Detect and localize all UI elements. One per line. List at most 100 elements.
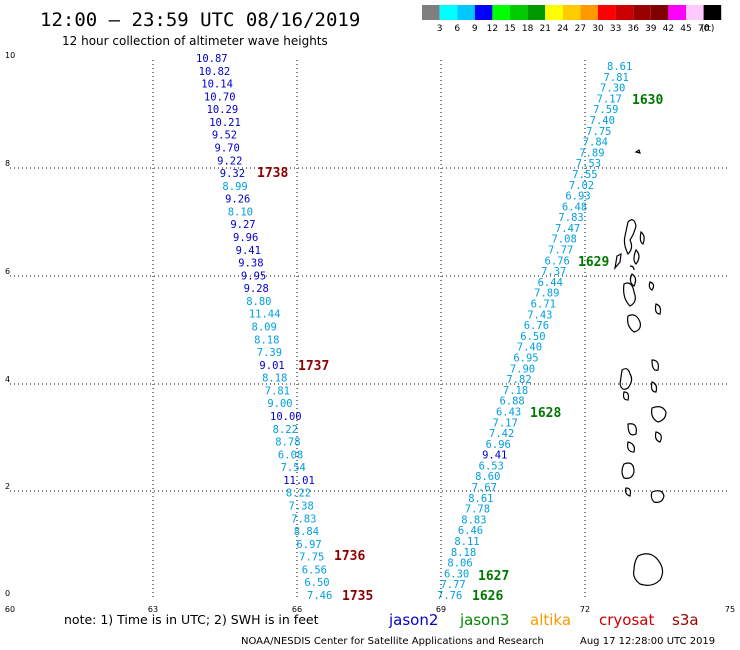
swh-value-label: 7.78: [465, 504, 490, 516]
swh-value-label: 8.09: [252, 322, 277, 334]
swh-value-label: 10.21: [209, 117, 241, 129]
jason3-pass-times: 1630 1629 1628 1627 1626: [472, 93, 663, 604]
coastline: [614, 149, 667, 586]
color-swatch: [703, 5, 722, 20]
swh-value-label: 8.22: [286, 488, 311, 500]
swh-value-label: 8.60: [475, 471, 500, 483]
swh-value-label: 7.40: [590, 115, 615, 127]
color-swatch: [650, 5, 669, 20]
color-scale-unit: (ft): [701, 24, 715, 34]
swh-value-label: 7.02: [569, 180, 594, 192]
swh-value-label: 6.08: [278, 449, 303, 461]
swh-value-label: 11.01: [283, 475, 315, 487]
color-scale-label: 33: [610, 24, 621, 34]
swh-value-label: 7.89: [534, 288, 559, 300]
pass-time-label: 1630: [632, 93, 663, 108]
swh-value-label: 7.77: [440, 579, 465, 591]
swh-value-label: 7.89: [579, 147, 604, 159]
color-swatch: [615, 5, 634, 20]
swh-value-label: 7.53: [576, 158, 601, 170]
swh-value-label: 8.10: [228, 206, 253, 218]
swh-value-label: 7.30: [600, 83, 625, 95]
swh-value-label: 7.47: [555, 223, 580, 235]
swh-value-label: 9.26: [225, 194, 250, 206]
color-scale-label: 21: [539, 24, 550, 34]
color-scale-label: 24: [557, 24, 569, 34]
color-scale-label: 70: [698, 24, 710, 34]
swh-value-label: 10.00: [270, 411, 302, 423]
y-tick-label: 2: [5, 482, 10, 491]
y-tick-label: 6: [5, 267, 10, 276]
satellite-legend-cryosat: cryosat: [599, 611, 654, 629]
swh-value-label: 6.88: [499, 396, 524, 408]
pass-time-label: 1736: [334, 549, 365, 564]
swh-value-label: 6.97: [296, 539, 321, 551]
footer-credit: NOAA/NESDIS Center for Satellite Applica…: [241, 636, 544, 647]
color-scale-label: 12: [487, 24, 498, 34]
x-tick-label: 75: [725, 605, 735, 614]
swh-value-label: 10.87: [196, 53, 228, 65]
swh-value-label: 8.61: [607, 61, 632, 73]
map-subtitle: 12 hour collection of altimeter wave hei…: [62, 34, 328, 48]
color-swatch: [439, 5, 458, 20]
color-swatch: [562, 5, 581, 20]
x-tick-label: 72: [580, 605, 590, 614]
swh-value-label: 8.83: [461, 514, 486, 526]
swh-value-label: 6.44: [538, 277, 563, 289]
satellite-legend-jason3: jason3: [459, 611, 509, 629]
x-tick-label: 60: [5, 605, 15, 614]
swh-value-label: 7.46: [307, 590, 332, 602]
swh-value-label: 7.67: [472, 482, 497, 494]
swh-value-label: 10.14: [201, 79, 233, 91]
swh-value-label: 7.40: [517, 342, 542, 354]
swh-value-label: 7.75: [299, 552, 324, 564]
swh-value-label: 9.52: [212, 130, 237, 142]
satellite-legend-altika: altika: [530, 611, 571, 629]
swh-value-label: 8.99: [222, 181, 247, 193]
swh-value-label: 8.11: [454, 536, 479, 548]
swh-value-label: 7.55: [572, 169, 597, 181]
color-swatch: [422, 5, 440, 20]
swh-value-label: 7.81: [604, 72, 629, 84]
swh-value-label: 8.61: [468, 493, 493, 505]
swh-value-label: 6.95: [513, 352, 538, 364]
swh-value-label: 7.83: [291, 513, 316, 525]
swh-value-label: 7.82: [506, 374, 531, 386]
pass-time-label: 1735: [342, 589, 373, 604]
swh-value-label: 8.06: [447, 558, 472, 570]
color-swatch: [492, 5, 510, 20]
swh-value-label: 8.22: [273, 424, 298, 436]
map-title: 12:00 – 23:59 UTC 08/16/2019: [40, 9, 360, 31]
satellite-legend-jason2: jason2: [388, 611, 438, 629]
pass-time-label: 1738: [257, 166, 288, 181]
x-tick-label: 63: [148, 605, 158, 614]
swh-value-label: 6.56: [302, 564, 327, 576]
swh-value-label: 7.84: [583, 137, 608, 149]
swh-value-label: 7.42: [489, 428, 514, 440]
color-scale-label: 45: [680, 24, 691, 34]
swh-value-label: 6.43: [496, 406, 521, 418]
swh-value-label: 6.48: [562, 201, 587, 213]
color-swatch: [545, 5, 563, 20]
swh-value-label: 6.96: [486, 439, 511, 451]
swh-value-label: 7.76: [437, 590, 462, 602]
swh-value-label: 10.29: [207, 104, 239, 116]
swh-value-label: 7.54: [281, 462, 306, 474]
swh-value-label: 8.18: [262, 373, 287, 385]
swh-value-label: 9.95: [241, 270, 266, 282]
swh-value-label: 8.80: [246, 296, 271, 308]
swh-value-label: 7.18: [503, 385, 528, 397]
swh-value-label: 10.82: [199, 66, 231, 78]
swh-value-label: 6.50: [520, 331, 545, 343]
color-scale-label: 3: [437, 24, 443, 34]
swh-value-label: 7.59: [593, 104, 618, 116]
color-scale-label: 18: [522, 24, 534, 34]
swh-value-label: 9.01: [259, 360, 284, 372]
color-scale-label: 39: [645, 24, 657, 34]
swh-value-label: 7.83: [558, 212, 583, 224]
color-scale-label: 27: [575, 24, 586, 34]
color-scale-label: 15: [504, 24, 515, 34]
swh-value-label: 9.00: [267, 398, 292, 410]
y-tick-label: 10: [5, 51, 15, 60]
